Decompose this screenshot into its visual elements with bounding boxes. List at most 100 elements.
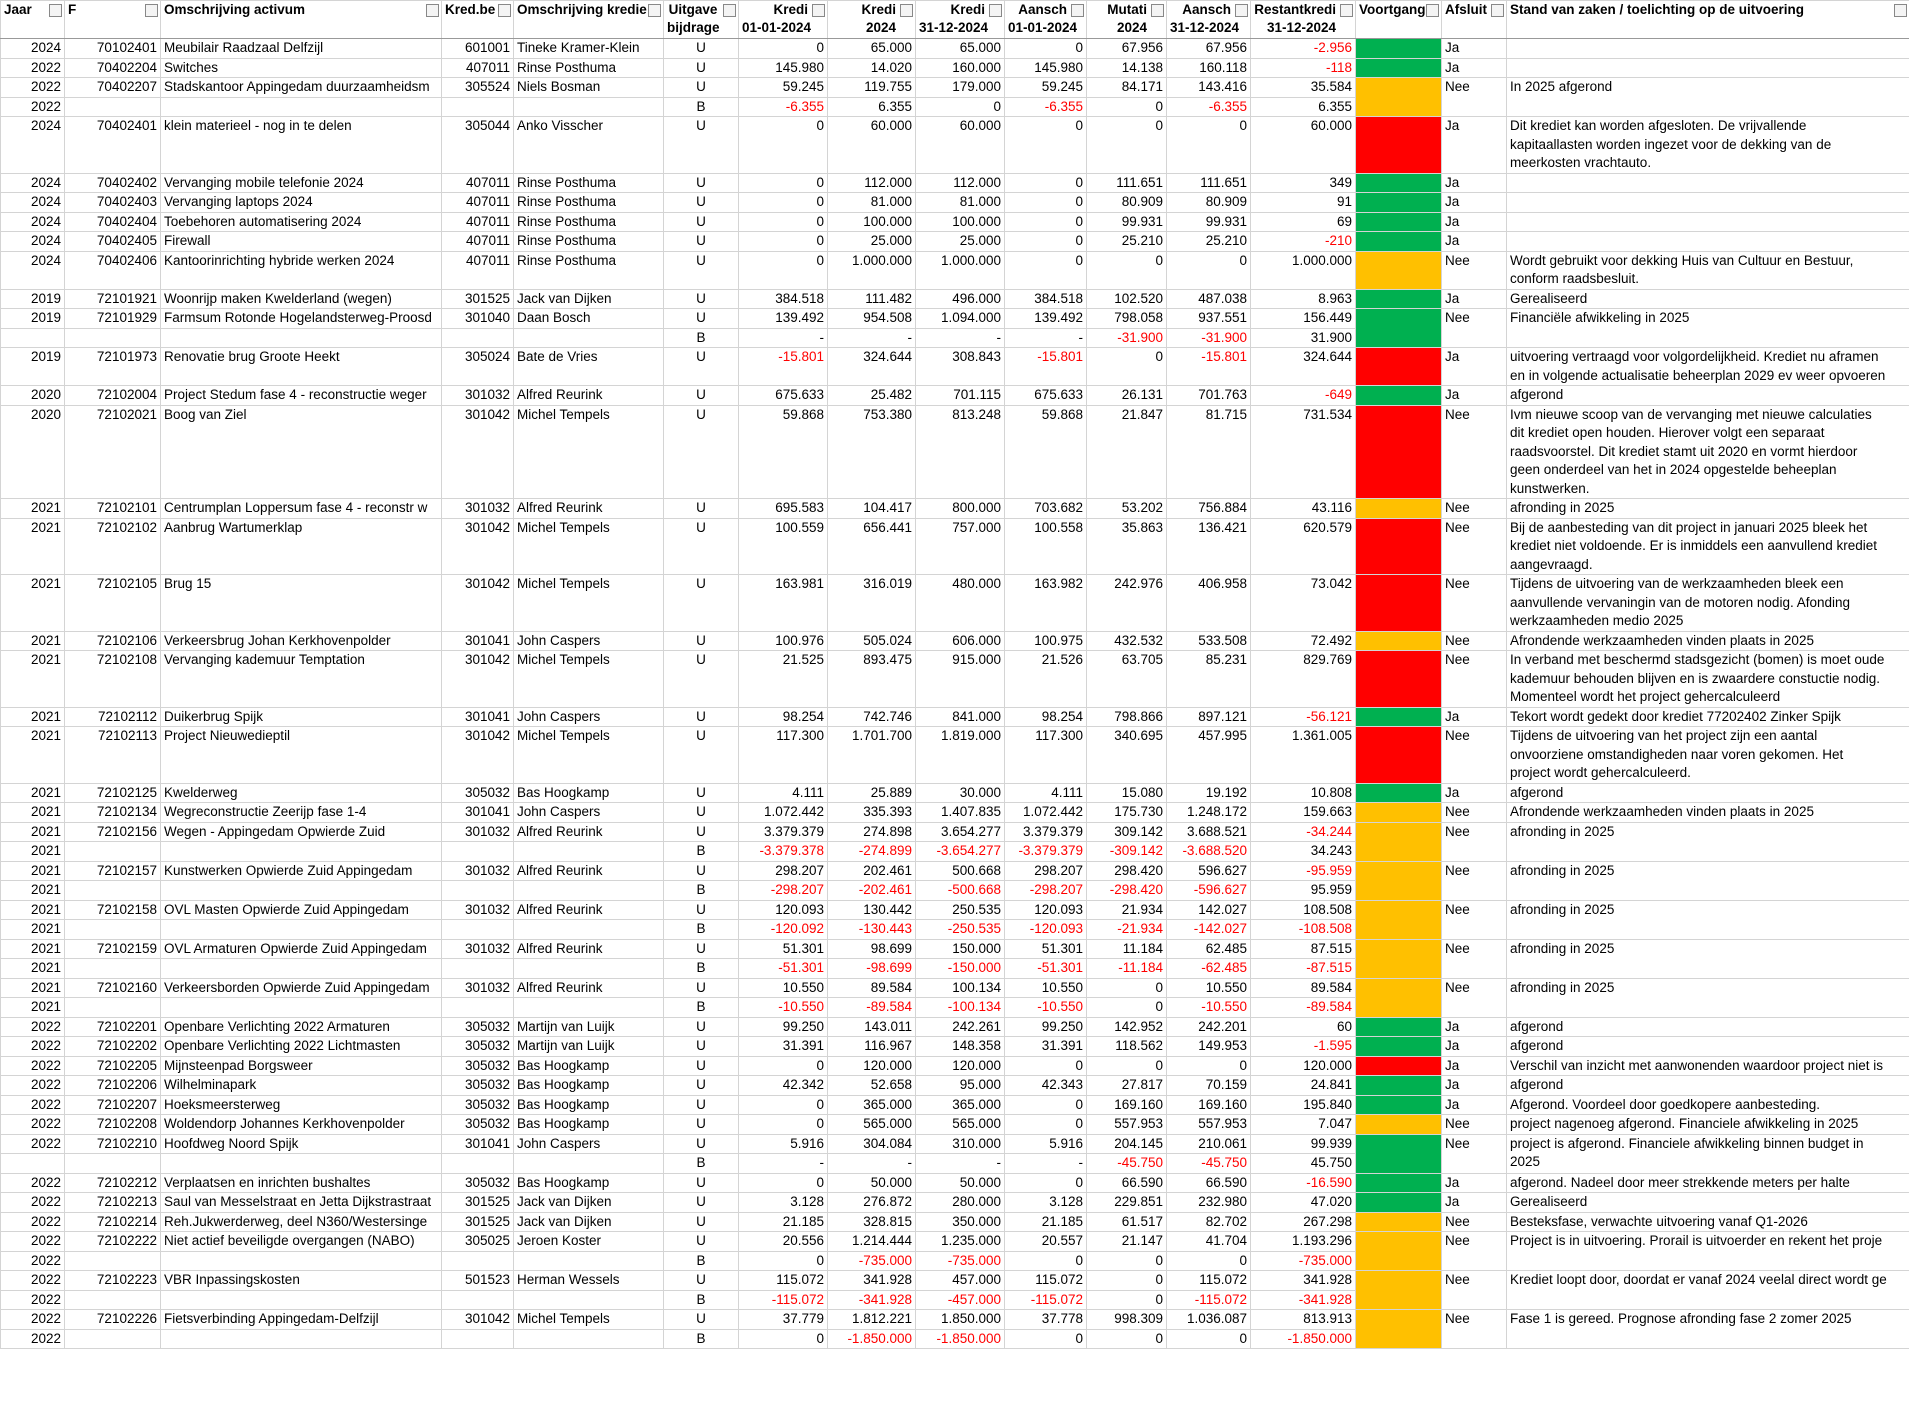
filter-button[interactable] xyxy=(426,4,439,17)
table-cell: Afgerond. Voordeel door goedkopere aanbe… xyxy=(1506,1094,1909,1115)
table-cell: Nee xyxy=(1441,899,1507,940)
filter-button[interactable] xyxy=(1426,4,1439,17)
filter-button[interactable] xyxy=(1491,4,1504,17)
table-cell: 163.982 xyxy=(1004,574,1087,632)
note-line: Afgerond. Voordeel door goedkopere aanbe… xyxy=(1510,1096,1820,1112)
table-cell xyxy=(64,1328,161,1349)
table-cell: 72102214 xyxy=(64,1211,161,1232)
table-cell: 407011 xyxy=(441,250,514,290)
table-cell xyxy=(160,1153,442,1174)
filter-button[interactable] xyxy=(900,4,913,17)
filter-button[interactable] xyxy=(1151,4,1164,17)
table-cell: 701.763 xyxy=(1166,385,1251,406)
filter-button[interactable] xyxy=(723,4,736,17)
table-cell: 59.245 xyxy=(738,77,828,98)
table-cell: 0 xyxy=(1086,116,1167,174)
table-cell: 305025 xyxy=(441,1231,514,1252)
table-cell xyxy=(513,1289,664,1310)
filter-button[interactable] xyxy=(989,4,1002,17)
table-cell: Gerealiseerd xyxy=(1506,288,1909,309)
table-cell: Nee xyxy=(1441,1211,1507,1232)
table-row: 2022 70402207 Stadskantoor Appingedam duur… xyxy=(0,77,1909,117)
table-cell: -298.207 xyxy=(738,880,828,901)
table-cell: 1.000.000 xyxy=(1250,250,1356,290)
table-cell: Wilhelminapark xyxy=(160,1075,442,1096)
table-cell: Niet actief beveiligde overgangen (NABO) xyxy=(160,1231,442,1252)
table-cell: 66.590 xyxy=(1086,1172,1167,1193)
column-header: Omschrijving kredie xyxy=(513,0,664,39)
table-cell: -298.207 xyxy=(1004,880,1087,901)
table-cell: Rinse Posthuma xyxy=(513,57,664,78)
table-cell: klein materieel - nog in te delen xyxy=(160,116,442,174)
table-cell: 115.072 xyxy=(1004,1270,1087,1291)
table-cell: 0 xyxy=(738,211,828,232)
table-cell: 229.851 xyxy=(1086,1192,1167,1213)
table-cell: Financiële afwikkeling in 2025 xyxy=(1506,308,1909,348)
table-cell: 72102105 xyxy=(64,574,161,632)
table-cell: 0 xyxy=(1004,250,1087,290)
table-cell: 115.072 xyxy=(1166,1270,1251,1291)
table-cell: 50.000 xyxy=(827,1172,916,1193)
table-cell: 100.000 xyxy=(827,211,916,232)
table-cell: 99.939 xyxy=(1250,1133,1356,1154)
table-cell: 2021 xyxy=(0,498,65,519)
table-cell: 35.863 xyxy=(1086,517,1167,575)
column-header: Mutati 2024 xyxy=(1086,0,1167,39)
table-cell: 1.036.087 xyxy=(1166,1309,1251,1330)
table-cell: 20.557 xyxy=(1004,1231,1087,1252)
filter-button[interactable] xyxy=(648,4,661,17)
table-cell xyxy=(441,1153,514,1174)
status-cell xyxy=(1355,308,1442,348)
filter-button[interactable] xyxy=(1235,4,1248,17)
table-cell: 1.094.000 xyxy=(915,308,1005,329)
table-cell: 21.526 xyxy=(1004,650,1087,708)
filter-button[interactable] xyxy=(812,4,825,17)
table-cell: Project is in uitvoering. Prorail is uit… xyxy=(1506,1231,1909,1271)
table-cell: project nagenoeg afgerond. Financiele af… xyxy=(1506,1114,1909,1135)
table-cell: -115.072 xyxy=(1004,1289,1087,1310)
table-cell: afronding in 2025 xyxy=(1506,977,1909,1018)
table-cell: 10.550 xyxy=(1166,977,1251,998)
table-cell: -6.355 xyxy=(1004,96,1087,117)
table-row: 2021 B -10.550 -89.584 -100.134 -10.550 0 -10.5… xyxy=(0,997,1909,1018)
table-cell: U xyxy=(663,1231,739,1252)
table-cell: 81.000 xyxy=(827,192,916,213)
table-cell: Stadskantoor Appingedam duurzaamheidsm xyxy=(160,77,442,98)
table-cell: U xyxy=(663,347,739,386)
table-cell xyxy=(64,841,161,862)
note-line: raadsvoorstel. Dit krediet stamt uit 202… xyxy=(1510,443,1858,459)
status-cell xyxy=(1355,192,1442,213)
table-cell: 316.019 xyxy=(827,574,916,632)
table-cell: 112.000 xyxy=(915,172,1005,193)
table-cell xyxy=(513,1328,664,1349)
table-cell: 341.928 xyxy=(827,1270,916,1291)
filter-button[interactable] xyxy=(49,4,62,17)
table-cell: 2021 xyxy=(0,880,65,901)
table-cell: afronding in 2025 xyxy=(1506,498,1909,519)
table-cell: 60.000 xyxy=(915,116,1005,174)
note-line: afgerond. Nadeel door meer strekkende me… xyxy=(1510,1174,1850,1190)
filter-button[interactable] xyxy=(1894,4,1907,17)
table-cell: -1.850.000 xyxy=(915,1328,1005,1349)
table-cell: 242.201 xyxy=(1166,1016,1251,1037)
table-cell: 2022 xyxy=(0,1075,65,1096)
filter-button[interactable] xyxy=(498,4,511,17)
table-cell xyxy=(513,327,664,348)
table-cell: 72102157 xyxy=(64,860,161,881)
table-cell: 112.000 xyxy=(827,172,916,193)
filter-button[interactable] xyxy=(1340,4,1353,17)
note-line: Dit krediet kan worden afgesloten. De vr… xyxy=(1510,118,1807,133)
table-cell: 156.449 xyxy=(1250,308,1356,329)
table-cell: Alfred Reurink xyxy=(513,899,664,920)
filter-button[interactable] xyxy=(145,4,158,17)
table-cell xyxy=(441,1328,514,1349)
table-cell: U xyxy=(663,231,739,252)
filter-button[interactable] xyxy=(1071,4,1084,17)
table-row: 2024 70402403 Vervanging laptops 2024 40701… xyxy=(0,192,1909,213)
header-text: Stand van zaken / toelichting op de uitv… xyxy=(1510,2,1805,17)
table-cell: 606.000 xyxy=(915,630,1005,651)
table-cell: Nee xyxy=(1441,802,1507,823)
table-cell: 11.184 xyxy=(1086,938,1167,959)
table-cell xyxy=(64,958,161,979)
table-cell: 72102113 xyxy=(64,726,161,784)
